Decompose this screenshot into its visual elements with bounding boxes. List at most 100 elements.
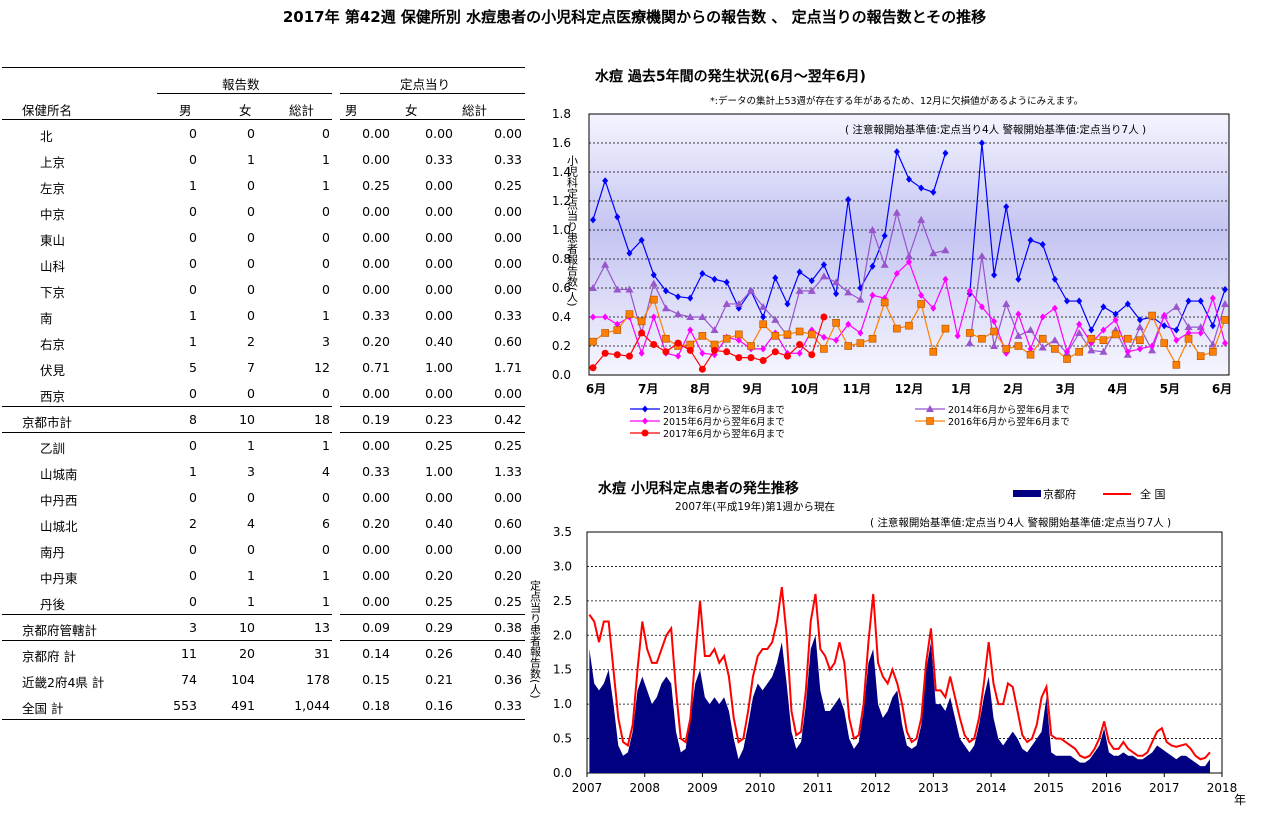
row-label: 南	[40, 311, 53, 326]
data-point	[978, 303, 985, 311]
y-tick-label: 3.0	[553, 559, 572, 573]
data-point	[820, 313, 828, 321]
row-value: 0.00	[362, 386, 390, 401]
row-value: 1	[247, 594, 255, 609]
data-point	[795, 286, 804, 294]
row-value: 0.19	[362, 412, 390, 427]
x-tick-label: 2016	[1091, 781, 1122, 795]
data-point	[1222, 339, 1228, 347]
section-rule	[2, 614, 332, 615]
row-value: 0	[189, 438, 197, 453]
data-point	[722, 334, 731, 343]
plot-area	[588, 113, 1230, 376]
data-point	[1222, 285, 1228, 293]
row-value: 0	[189, 542, 197, 557]
row-value: 1	[247, 438, 255, 453]
data-point	[1135, 323, 1144, 331]
y-tick-label: 2.0	[553, 628, 572, 642]
row-value: 0.00	[425, 308, 453, 323]
row-value: 0	[322, 542, 330, 557]
row-value: 2	[189, 516, 197, 531]
column-header: 男	[345, 103, 358, 118]
row-value: 10	[239, 620, 255, 635]
row-value: 2	[247, 334, 255, 349]
row-value: 1.00	[425, 464, 453, 479]
data-point	[1161, 322, 1168, 330]
row-value: 0	[322, 386, 330, 401]
data-point	[1196, 352, 1205, 360]
data-point	[1197, 297, 1204, 305]
data-point	[1124, 348, 1131, 356]
data-point	[978, 139, 985, 147]
data-point	[1015, 275, 1022, 283]
row-value: 0	[189, 230, 197, 245]
data-point	[601, 329, 609, 337]
data-point	[796, 268, 803, 276]
data-point	[661, 304, 670, 312]
data-point	[614, 213, 621, 221]
x-tick-label: 7月	[638, 382, 658, 396]
data-point	[711, 346, 719, 354]
row-value: 0.00	[362, 542, 390, 557]
x-tick-label: 2012	[860, 781, 891, 795]
row-value: 0	[247, 256, 255, 271]
row-value: 0.33	[425, 152, 453, 167]
row-value: 0.25	[425, 594, 453, 609]
data-point	[687, 294, 694, 302]
data-point	[637, 317, 646, 326]
data-point	[649, 279, 658, 287]
x-tick-label: 8月	[690, 382, 710, 396]
data-point	[722, 299, 731, 307]
row-value: 0.00	[425, 230, 453, 245]
row-value: 1	[322, 438, 330, 453]
data-point	[642, 405, 648, 413]
row-value: 1	[322, 178, 330, 193]
data-point	[819, 272, 828, 280]
group-rule	[340, 93, 525, 94]
group-header-reports: 報告数	[222, 77, 260, 92]
row-label: 東山	[40, 233, 66, 248]
five-year-line-chart: 水痘 過去5年間の発生状況(6月～翌年6月) *:データの集計上53週が存在する年…	[552, 68, 1232, 440]
x-tick-label: 1月	[951, 382, 971, 396]
data-point	[918, 291, 925, 299]
row-label: 全国 計	[22, 701, 64, 716]
x-axis-unit: 年	[1234, 793, 1246, 807]
data-point	[942, 149, 949, 157]
x-tick-label: 2018	[1207, 781, 1238, 795]
data-point	[613, 351, 621, 359]
data-point	[1076, 320, 1083, 328]
data-point	[771, 348, 779, 356]
data-point	[905, 252, 913, 260]
data-point	[674, 310, 683, 318]
y-tick-label: 0.4	[552, 310, 571, 324]
row-value: 0.15	[362, 672, 390, 687]
row-value: 0.00	[362, 126, 390, 141]
data-point	[845, 320, 852, 328]
row-value: 0.71	[362, 360, 390, 375]
y-axis-label: 定点当り患者報告数(人)	[529, 579, 542, 699]
data-point	[845, 196, 852, 204]
data-point	[699, 349, 706, 357]
data-point	[906, 175, 912, 183]
row-value: 0	[189, 204, 197, 219]
section-rule	[340, 406, 525, 407]
data-point	[1209, 322, 1216, 330]
row-value: 6	[322, 516, 330, 531]
data-point	[650, 341, 658, 349]
row-value: 12	[314, 360, 330, 375]
data-point	[710, 326, 719, 334]
row-value: 8	[189, 412, 197, 427]
y-tick-label: 0.8	[552, 252, 571, 266]
row-value: 0	[322, 230, 330, 245]
data-point	[1184, 323, 1193, 331]
data-point	[1003, 203, 1010, 211]
data-point	[747, 354, 755, 362]
x-tick-label: 2月	[1003, 382, 1023, 396]
data-point	[880, 298, 889, 307]
data-point	[641, 429, 649, 437]
row-value: 178	[306, 672, 330, 687]
row-value: 0.00	[494, 282, 522, 297]
data-point	[601, 260, 610, 268]
row-value: 0.00	[362, 594, 390, 609]
data-point	[1088, 326, 1095, 334]
